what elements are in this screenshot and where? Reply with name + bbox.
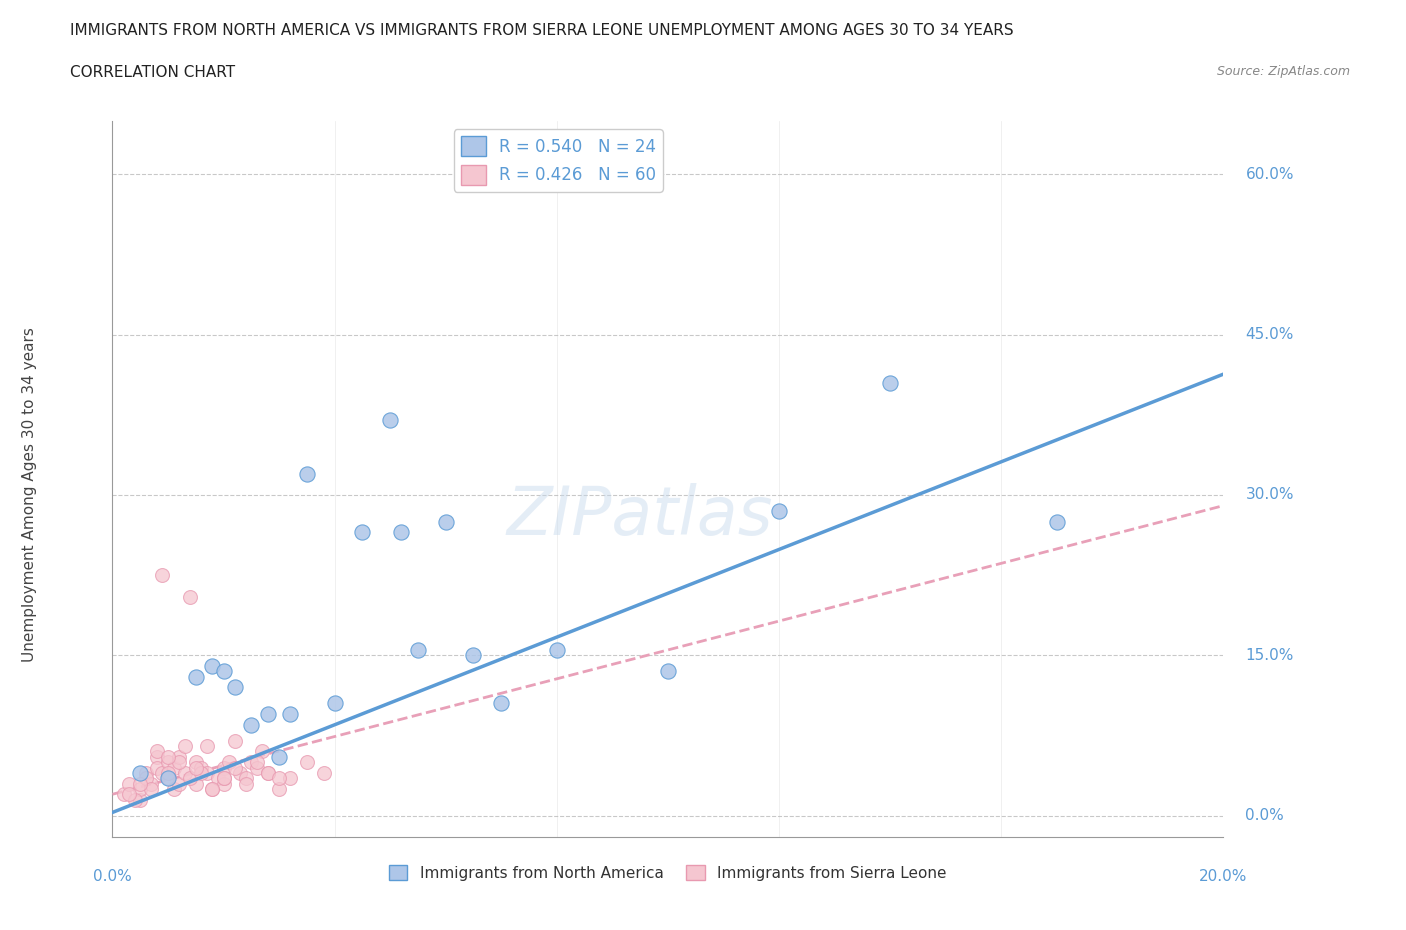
Point (257, 765, 280, 780)
Point (167, 755, 190, 770)
Point (157, 755, 180, 770)
Point (246, 755, 269, 770)
Point (173, 738, 195, 753)
Point (278, 771, 301, 786)
Text: 0.0%: 0.0% (93, 869, 132, 884)
Point (295, 466, 318, 481)
Text: IMMIGRANTS FROM NORTH AMERICA VS IMMIGRANTS FROM SIERRA LEONE UNEMPLOYMENT AMONG: IMMIGRANTS FROM NORTH AMERICA VS IMMIGRA… (70, 23, 1014, 38)
Point (173, 765, 195, 780)
Point (184, 777, 207, 791)
Point (167, 777, 190, 791)
Point (135, 771, 157, 786)
Text: Unemployment Among Ages 30 to 34 years: Unemployment Among Ages 30 to 34 years (21, 327, 37, 662)
Point (157, 765, 180, 780)
Point (118, 787, 141, 802)
Point (201, 781, 224, 796)
Point (657, 664, 679, 679)
Point (406, 643, 429, 658)
Text: 60.0%: 60.0% (1246, 166, 1294, 182)
Point (190, 760, 212, 775)
Point (184, 670, 207, 684)
Point (190, 765, 212, 780)
Point (129, 781, 152, 796)
Point (257, 707, 280, 722)
Point (546, 643, 568, 658)
Point (252, 744, 274, 759)
Point (229, 765, 252, 780)
Point (212, 777, 235, 791)
Text: 30.0%: 30.0% (1246, 487, 1294, 502)
Point (141, 777, 163, 791)
Point (212, 760, 235, 775)
Point (141, 781, 163, 796)
Point (352, 525, 374, 539)
Point (162, 760, 184, 775)
Point (157, 771, 180, 786)
Point (212, 771, 235, 786)
Point (434, 514, 457, 529)
Point (195, 738, 218, 753)
Point (312, 765, 335, 780)
Point (129, 792, 152, 807)
Text: 15.0%: 15.0% (1246, 648, 1294, 663)
Point (267, 771, 291, 786)
Point (124, 792, 146, 807)
Point (267, 750, 291, 764)
Point (879, 376, 901, 391)
Point (218, 755, 240, 770)
Point (235, 771, 257, 786)
Text: CORRELATION CHART: CORRELATION CHART (70, 65, 235, 80)
Point (491, 696, 513, 711)
Point (112, 787, 135, 802)
Point (152, 567, 174, 582)
Point (146, 744, 169, 759)
Point (179, 589, 201, 604)
Point (463, 648, 485, 663)
Point (323, 696, 346, 711)
Point (129, 765, 152, 780)
Legend: Immigrants from North America, Immigrants from Sierra Leone: Immigrants from North America, Immigrant… (382, 858, 953, 886)
Point (278, 707, 301, 722)
Point (212, 771, 235, 786)
Point (167, 750, 190, 764)
Point (135, 765, 157, 780)
Point (195, 765, 218, 780)
Point (235, 777, 257, 791)
Point (380, 413, 402, 428)
Point (768, 503, 790, 518)
Point (129, 777, 152, 791)
Point (118, 777, 141, 791)
Point (146, 750, 169, 764)
Point (267, 781, 291, 796)
Point (224, 680, 246, 695)
Point (240, 717, 263, 732)
Point (389, 525, 412, 539)
Point (162, 781, 184, 796)
Point (207, 771, 229, 786)
Point (201, 658, 224, 673)
Point (146, 760, 169, 775)
Point (240, 755, 263, 770)
Point (179, 771, 201, 786)
Point (224, 734, 246, 749)
Point (157, 771, 180, 786)
Text: 45.0%: 45.0% (1246, 327, 1294, 342)
Point (257, 765, 280, 780)
Text: Source: ZipAtlas.com: Source: ZipAtlas.com (1216, 65, 1350, 78)
Point (152, 765, 174, 780)
Point (224, 760, 246, 775)
Text: ZIPatlas: ZIPatlas (506, 484, 773, 550)
Point (184, 755, 207, 770)
Text: 0.0%: 0.0% (1246, 808, 1284, 823)
Point (295, 755, 318, 770)
Point (184, 760, 207, 775)
Point (246, 760, 269, 775)
Point (157, 750, 180, 764)
Point (1046, 514, 1069, 529)
Text: 20.0%: 20.0% (1199, 869, 1247, 884)
Point (201, 781, 224, 796)
Point (212, 664, 235, 679)
